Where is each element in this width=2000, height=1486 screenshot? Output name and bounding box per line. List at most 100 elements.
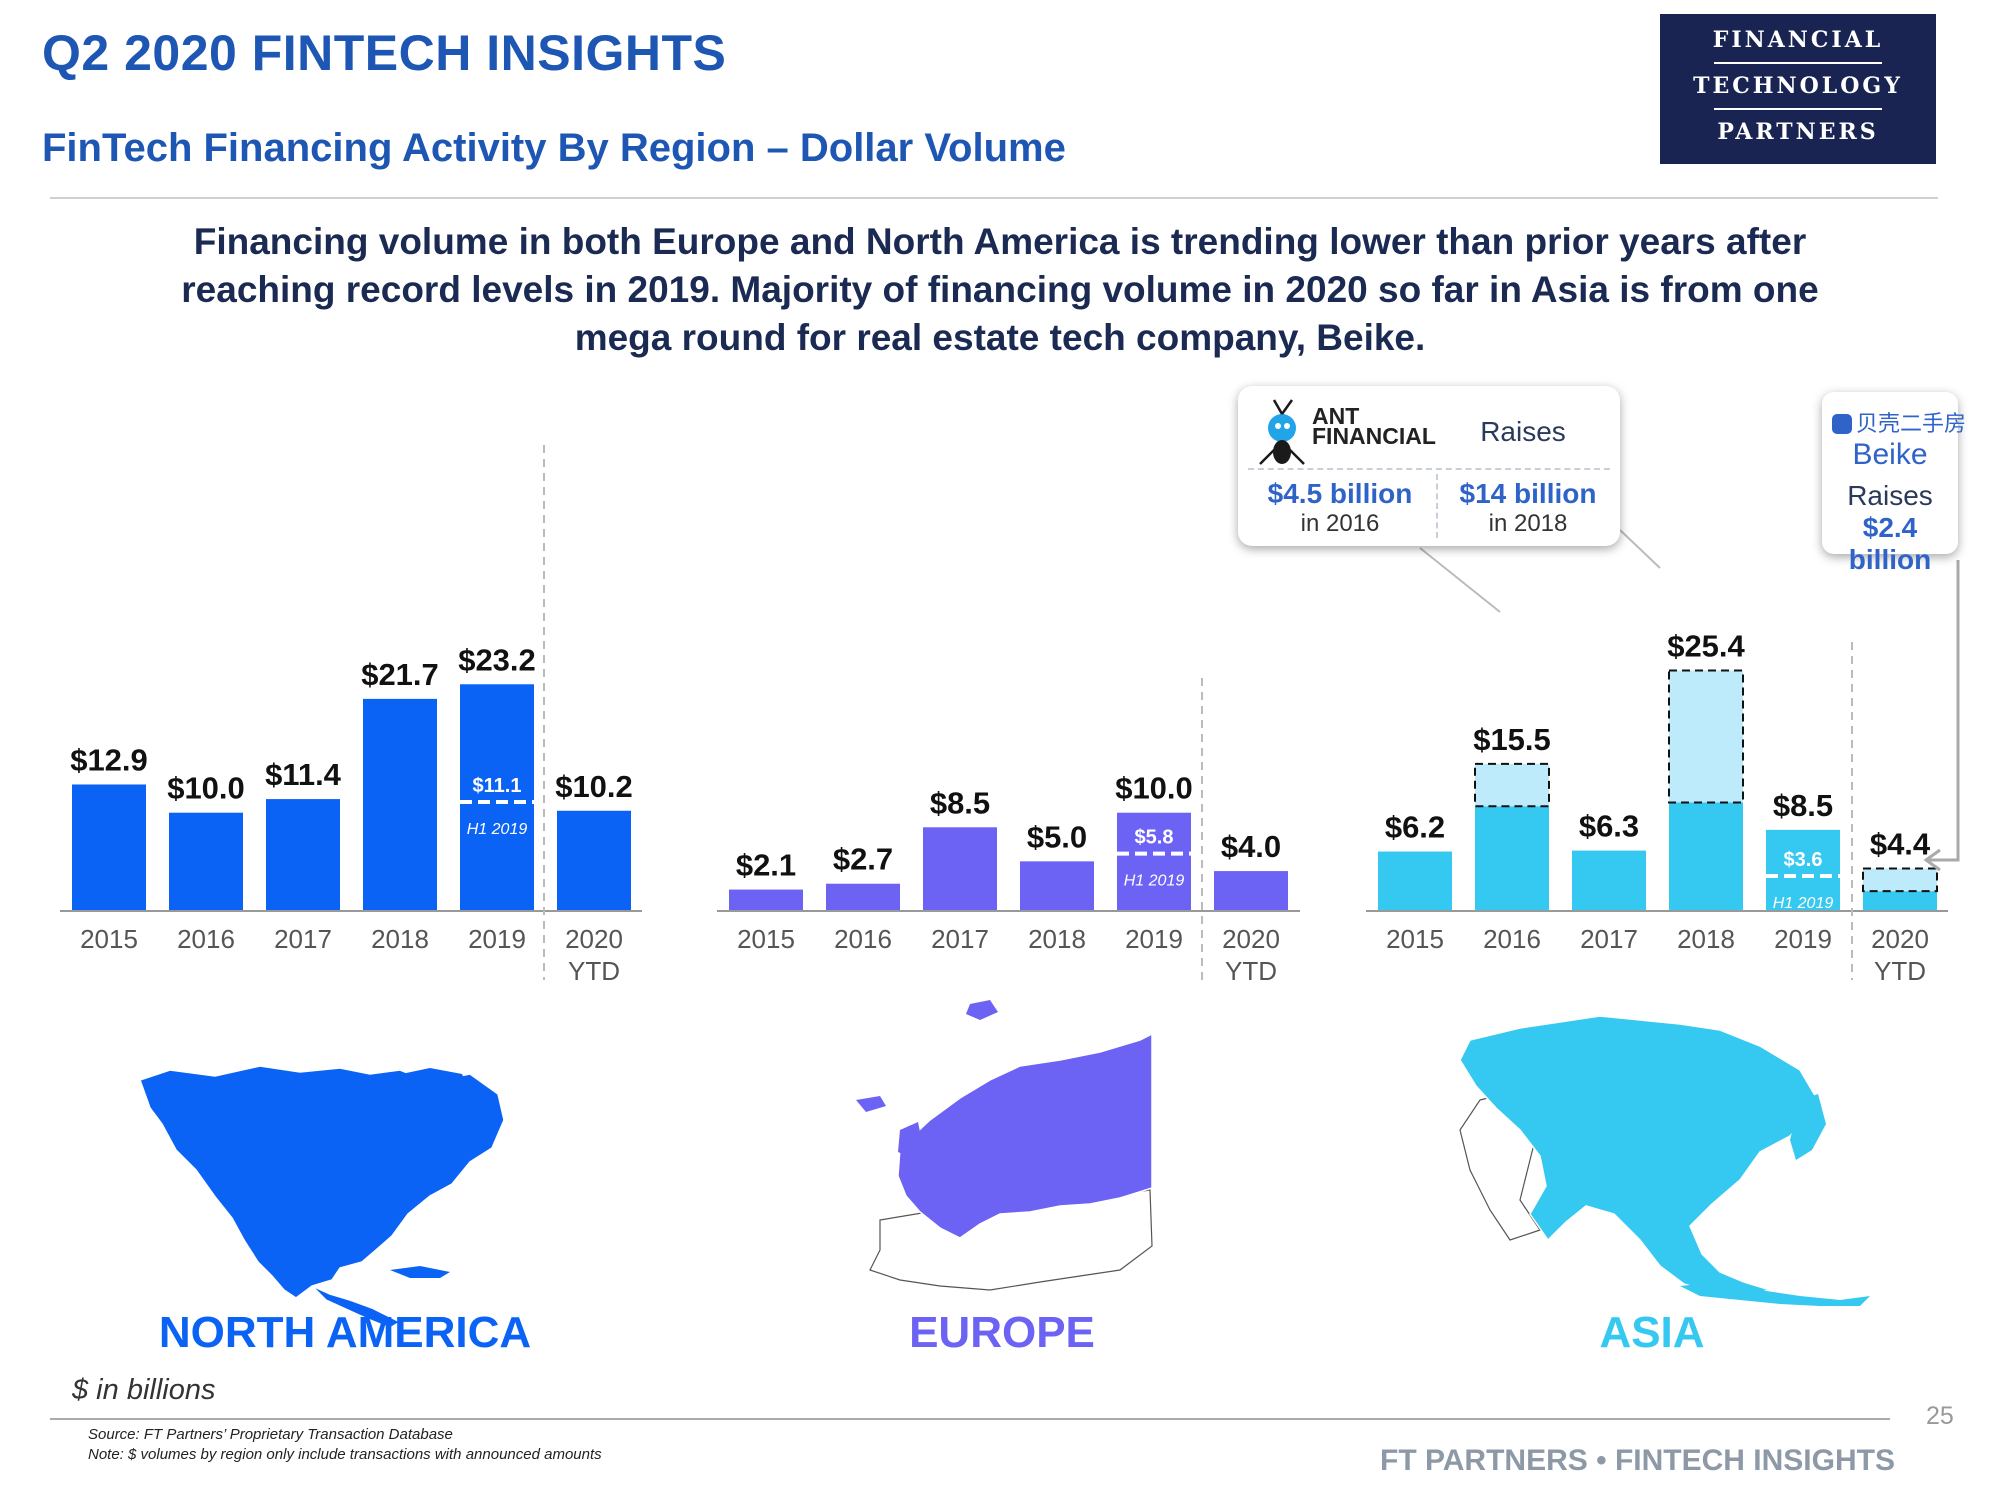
logo-divider [1714, 108, 1882, 110]
tick-label: 2020 [1222, 924, 1280, 954]
data-label: $4.4 [1870, 827, 1931, 862]
data-label: $10.2 [555, 769, 633, 804]
bar [1669, 802, 1743, 910]
bar [1766, 829, 1840, 910]
footnote: Note: $ volumes by region only include t… [88, 1446, 602, 1463]
page-subtitle: FinTech Financing Activity By Region – D… [42, 126, 1066, 170]
tick-label: 2017 [931, 924, 989, 954]
ant-callout-divider [1248, 468, 1610, 470]
bar [826, 883, 900, 910]
bar [1117, 812, 1191, 910]
bar [1020, 861, 1094, 910]
h1-2019-value: $5.8 [1135, 827, 1174, 849]
h1-2019-text: H1 2019 [1124, 873, 1185, 890]
tick-label: 2018 [371, 924, 429, 954]
greenland-map [392, 1068, 470, 1110]
europe-chart: $2.1 2015 $2.7 2016 $8.5 2017 $5.0 2018 $10.0 201… [717, 678, 1300, 986]
ant-raises-label: Raises [1480, 416, 1566, 447]
h1-2019-text: H1 2019 [467, 821, 528, 838]
beike-chinese-name: 贝壳二手房 [1832, 406, 1966, 438]
europe-label: EUROPE [909, 1308, 1095, 1357]
ant-year-2016: in 2016 [1300, 510, 1380, 537]
data-label: $6.2 [1385, 810, 1445, 845]
data-label: $2.7 [833, 842, 893, 877]
bar [729, 889, 803, 910]
tick-label: YTD [1225, 956, 1277, 986]
tick-label: 2020 [565, 924, 623, 954]
beike-name: Beike [1852, 438, 1928, 471]
svalbard-map [966, 1000, 998, 1020]
north-america-chart: $12.9 2015 $10.0 2016 $11.4 2017 $21.7 2018 $23.… [60, 445, 642, 986]
asia-map [1459, 1015, 1821, 1297]
ant-callout-divider [1436, 474, 1438, 538]
ant-connector-2018 [1619, 529, 1661, 569]
uk-map [898, 1122, 922, 1158]
tick-label: 2015 [1386, 924, 1444, 954]
bar [557, 810, 631, 910]
data-label: $12.9 [70, 742, 148, 777]
tick-label: 2017 [1580, 924, 1638, 954]
logo-line-3: PARTNERS [1717, 119, 1879, 145]
data-label: $23.2 [458, 642, 536, 677]
asia-label: ASIA [1599, 1308, 1705, 1357]
data-label: $6.3 [1579, 809, 1639, 844]
h1-2019-value: $3.6 [1784, 849, 1823, 871]
beike-amount: $2.4 billion [1848, 512, 1932, 575]
logo-line-1: FINANCIAL [1712, 27, 1884, 53]
footer-brand: FT PARTNERS • FINTECH INSIGHTS [1380, 1444, 1895, 1477]
ant-financial-callout: ANT FINANCIAL Raises $4.5 billion in 201… [1238, 386, 1620, 546]
bar [460, 684, 534, 910]
beike-chinese-text: 贝壳二手房 [1856, 411, 1967, 436]
beike-raises-label: Raises [1847, 480, 1933, 511]
logo-line-2: TECHNOLOGY [1693, 73, 1903, 99]
units-note: $ in billions [72, 1374, 216, 1406]
beike-logo-icon [1832, 414, 1852, 434]
ant-year-2018: in 2018 [1488, 510, 1568, 537]
bar [923, 827, 997, 910]
mega-round-segment [1862, 867, 1938, 893]
tick-label: 2018 [1028, 924, 1086, 954]
data-label: $10.0 [1115, 771, 1193, 806]
footer-divider [50, 1418, 1890, 1420]
ant-icon [1259, 399, 1305, 465]
ant-amount-2016: $4.5 billion [1267, 478, 1413, 509]
indonesia-map [1680, 1282, 1870, 1306]
north-america-label: NORTH AMERICA [158, 1308, 532, 1357]
bar [1572, 850, 1646, 910]
ant-brand-line-2: FINANCIAL [1312, 423, 1436, 449]
source-note: Source: FT Partners’ Proprietary Transac… [88, 1426, 453, 1443]
iceland-map [856, 1096, 886, 1112]
tick-label: 2016 [1483, 924, 1541, 954]
data-label: $4.0 [1221, 829, 1281, 864]
beike-arrow-icon [1923, 848, 1941, 872]
bar [363, 698, 437, 910]
tick-label: 2020 [1871, 924, 1929, 954]
bar [169, 812, 243, 910]
data-label: $8.5 [930, 785, 990, 820]
bar [1378, 851, 1452, 910]
tick-label: 2016 [834, 924, 892, 954]
tick-label: 2019 [1125, 924, 1183, 954]
caribbean-map [390, 1266, 450, 1278]
north-america-map [139, 1065, 505, 1299]
tick-label: 2017 [274, 924, 332, 954]
tick-label: 2018 [1677, 924, 1735, 954]
ant-financial-wordmark: ANT FINANCIAL [1312, 405, 1436, 449]
headline-text: Financing volume in both Europe and Nort… [181, 221, 1819, 358]
header-divider [50, 197, 1938, 199]
asia-chart: $6.2 2015 $15.5 2016 $6.3 2017 $25.4 2018 $8.5 20… [1366, 529, 1960, 986]
tick-label: 2015 [80, 924, 138, 954]
data-label: $11.4 [265, 757, 342, 792]
company-logo: FINANCIAL TECHNOLOGY PARTNERS [1660, 14, 1936, 164]
data-label: $25.4 [1667, 628, 1745, 663]
bar [1214, 871, 1288, 910]
page-number: 25 [1926, 1402, 1954, 1430]
central-america-map [311, 1285, 402, 1329]
bar [72, 784, 146, 910]
region-maps [139, 1000, 1870, 1329]
tick-label: 2016 [177, 924, 235, 954]
europe-map [897, 1032, 1153, 1239]
beike-connector [1928, 560, 1960, 862]
mega-round-segment [1668, 669, 1744, 804]
mega-round-segment [1474, 762, 1550, 808]
